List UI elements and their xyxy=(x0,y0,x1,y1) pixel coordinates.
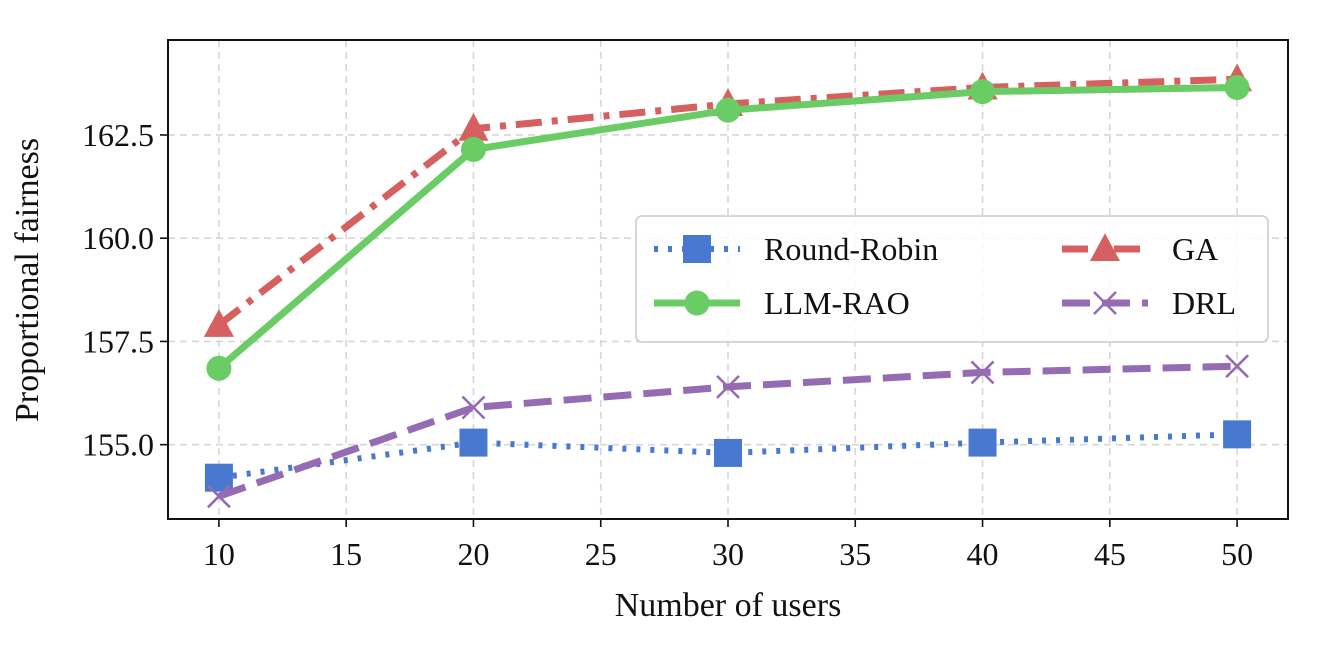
data-point-round-robin xyxy=(1223,420,1252,449)
legend-label-round-robin: Round-Robin xyxy=(764,231,938,267)
series-layer xyxy=(203,63,1253,509)
data-point-drl xyxy=(970,360,995,385)
data-point-round-robin xyxy=(968,428,997,457)
legend-label-llm-rao: LLM-RAO xyxy=(764,285,910,321)
legend: Round-Robin LLM-RAO GA DRL xyxy=(635,215,1269,343)
y-tick-label: 160.0 xyxy=(82,220,154,256)
x-tick-label: 10 xyxy=(203,536,235,572)
data-point-drl xyxy=(461,395,486,420)
y-tick-label: 162.5 xyxy=(82,117,154,153)
y-axis-label: Proportional fairness xyxy=(9,138,46,422)
legend-marker-round-robin xyxy=(683,235,711,263)
x-tick-label: 20 xyxy=(457,536,489,572)
legend-item-round-robin: Round-Robin xyxy=(654,231,938,267)
x-marker-stroke xyxy=(461,395,486,420)
series-line-round-robin xyxy=(218,431,1238,481)
series-round-robin xyxy=(204,420,1252,492)
data-point-ga xyxy=(458,113,489,141)
x-marker-stroke xyxy=(206,484,231,509)
data-point-llm-rao xyxy=(970,79,996,105)
data-point-llm-rao xyxy=(1224,74,1250,100)
data-point-round-robin xyxy=(714,438,742,467)
legend-label-ga: GA xyxy=(1172,231,1218,267)
y-tick-label: 155.0 xyxy=(82,427,154,463)
data-point-drl xyxy=(716,374,740,399)
legend-marker-llm-rao xyxy=(684,290,710,316)
data-point-drl xyxy=(206,484,231,509)
data-point-drl xyxy=(1225,354,1250,379)
y-tick-label: 157.5 xyxy=(82,323,154,359)
x-tick-label: 45 xyxy=(1094,536,1126,572)
x-marker-stroke xyxy=(970,360,995,385)
x-tick-label: 15 xyxy=(330,536,362,572)
x-axis-label: Number of users xyxy=(615,587,842,624)
series-drl xyxy=(206,354,1250,509)
x-marker-stroke xyxy=(1225,354,1250,379)
axis-ticks: 10 15 20 25 30 35 40 45 50 155.0 157.5 160.0 162.5 xyxy=(82,117,1253,572)
x-tick-label: 25 xyxy=(585,536,617,572)
x-marker-stroke xyxy=(1093,291,1117,315)
series-llm-rao xyxy=(206,74,1250,381)
data-point-ga xyxy=(203,309,234,337)
legend-item-drl: DRL xyxy=(1062,285,1236,321)
x-tick-label: 50 xyxy=(1221,536,1253,572)
x-tick-label: 40 xyxy=(967,536,999,572)
data-point-llm-rao xyxy=(206,355,232,381)
data-point-llm-rao xyxy=(460,136,486,162)
legend-label-drl: DRL xyxy=(1172,285,1236,321)
legend-item-llm-rao: LLM-RAO xyxy=(654,285,910,321)
legend-item-ga: GA xyxy=(1062,231,1218,267)
data-point-llm-rao xyxy=(715,97,741,123)
x-marker-stroke xyxy=(716,374,740,399)
legend-marker-drl xyxy=(1093,291,1117,315)
x-tick-label: 35 xyxy=(839,536,871,572)
data-point-round-robin xyxy=(459,428,488,457)
legend-marker-ga xyxy=(1090,233,1120,261)
x-tick-label: 30 xyxy=(712,536,744,572)
